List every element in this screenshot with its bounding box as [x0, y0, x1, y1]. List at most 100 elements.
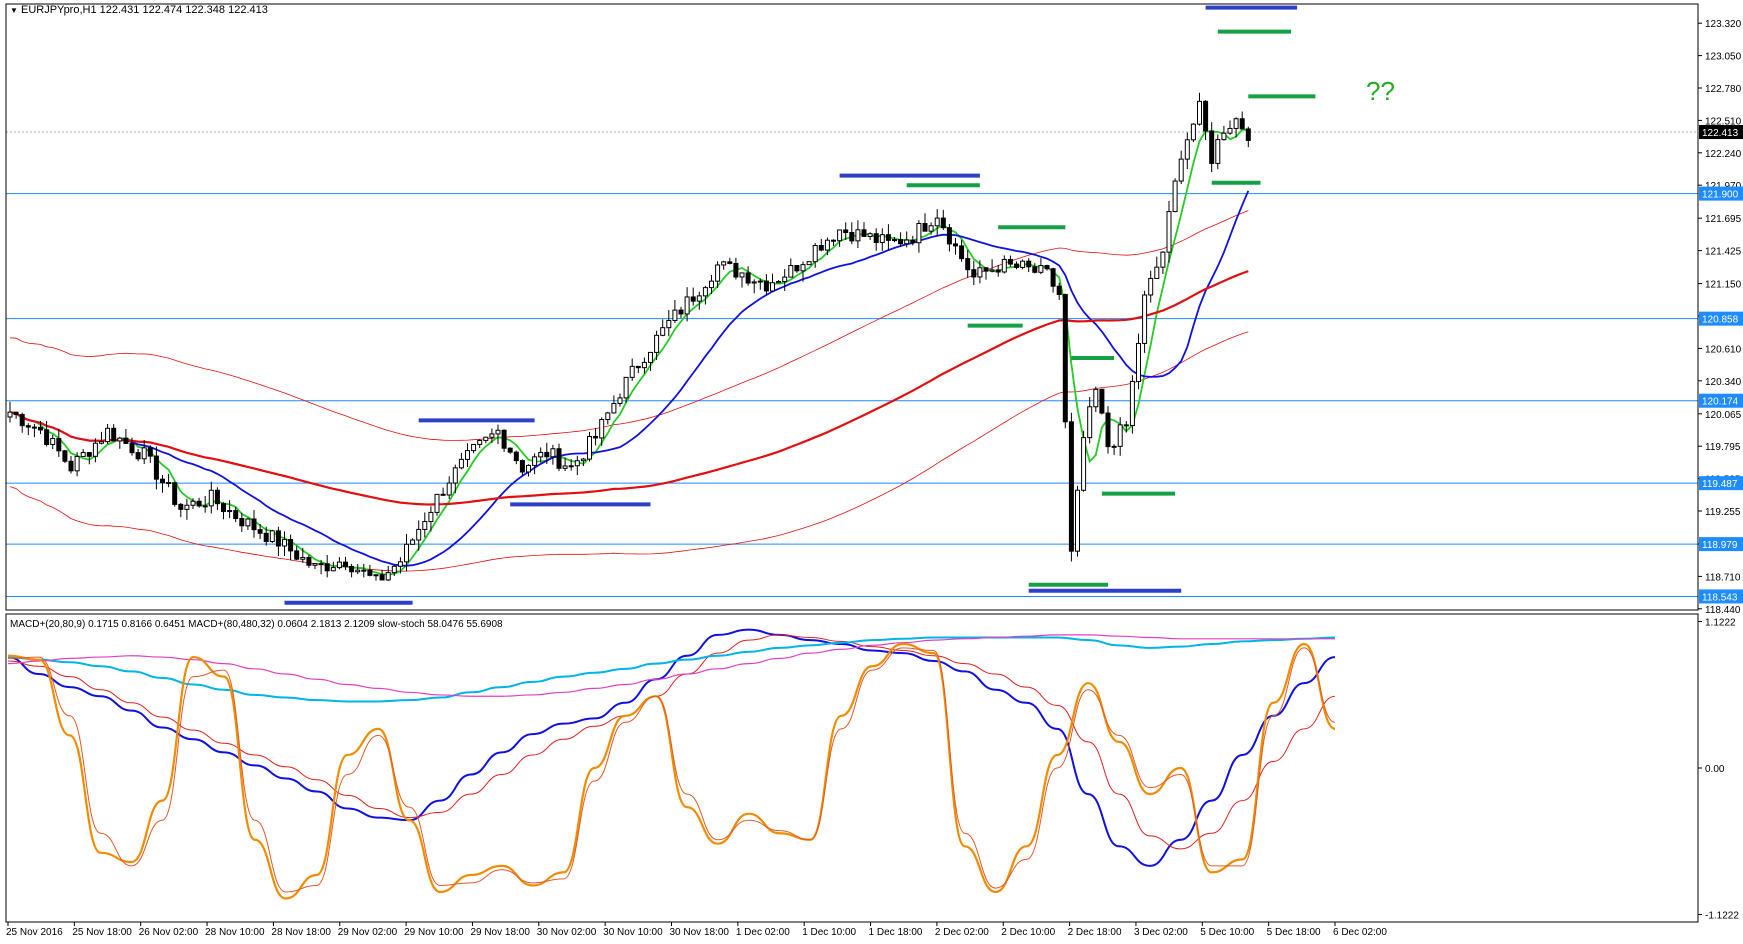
candle	[404, 533, 409, 572]
candle	[153, 446, 159, 490]
question-annotation: ??	[1366, 76, 1395, 106]
candle	[111, 424, 117, 442]
candle	[989, 259, 995, 273]
candle	[953, 237, 958, 255]
candle-body	[526, 464, 531, 473]
candle	[379, 569, 385, 581]
candle	[1032, 263, 1038, 274]
candle-body	[715, 264, 721, 282]
candle-body	[214, 489, 220, 505]
marked-levels	[284, 5, 1316, 605]
candle-body	[397, 561, 403, 567]
candle-body	[391, 565, 397, 574]
candle-body	[1081, 437, 1087, 491]
candle	[599, 417, 605, 446]
current-price-label: 122.413	[1702, 128, 1739, 139]
candle-body	[727, 261, 733, 264]
candle	[263, 526, 269, 546]
candle-body	[568, 465, 574, 468]
candle-body	[519, 460, 525, 473]
candle-body	[367, 569, 373, 576]
candle-body	[959, 245, 965, 260]
candle	[495, 424, 501, 445]
candle-body	[92, 442, 98, 457]
candle-body	[111, 427, 117, 442]
candle-body	[660, 327, 666, 336]
candle	[385, 565, 391, 582]
indicator-line	[7, 628, 1336, 867]
time-label: 1 Dec 02:00	[736, 927, 790, 938]
indicator-lines	[7, 628, 1336, 900]
candle-body	[757, 280, 763, 283]
candle-body	[635, 365, 641, 369]
candle	[1172, 178, 1178, 213]
candle	[715, 261, 721, 288]
candle-body	[562, 465, 568, 469]
candle	[635, 365, 641, 374]
candle-body	[440, 493, 446, 496]
price-tick-label: 120.065	[1705, 410, 1742, 421]
candle-body	[550, 448, 556, 458]
candle	[361, 563, 367, 578]
candle-body	[696, 295, 702, 302]
candle-body	[245, 518, 251, 527]
candle-body	[977, 267, 983, 278]
candle	[465, 443, 470, 468]
candle-body	[343, 561, 348, 567]
candle-body	[538, 451, 544, 458]
candle	[757, 278, 763, 290]
candle	[824, 237, 830, 256]
candle-body	[275, 530, 281, 547]
candle-body	[300, 556, 306, 560]
candle-body	[1020, 260, 1026, 268]
upper-envelope	[9, 210, 1249, 441]
candle-body	[434, 493, 440, 513]
candle	[422, 512, 428, 538]
candle	[946, 223, 952, 252]
candle-body	[684, 296, 690, 315]
ma-line	[9, 128, 1249, 576]
candle-body	[867, 233, 873, 237]
candle-body	[404, 543, 409, 563]
candle	[934, 209, 940, 237]
candle	[1111, 444, 1117, 456]
candle	[892, 237, 897, 243]
candle	[617, 393, 623, 407]
candle	[74, 452, 80, 477]
candle	[86, 451, 92, 465]
candle-body	[1050, 268, 1056, 287]
candle	[123, 428, 129, 444]
candle	[434, 493, 440, 516]
candle	[702, 285, 708, 305]
candle	[971, 260, 977, 285]
candle	[672, 300, 678, 323]
candle	[879, 228, 885, 251]
candle-body	[1160, 251, 1166, 268]
candle-body	[19, 414, 25, 427]
candle-body	[141, 447, 147, 460]
candle-body	[837, 229, 843, 242]
candle	[776, 280, 782, 284]
candle-body	[373, 574, 379, 577]
candle-body	[654, 334, 660, 353]
candle	[416, 520, 422, 551]
candle	[355, 564, 361, 575]
moving-averages	[9, 128, 1250, 576]
candle	[1148, 270, 1154, 303]
candle	[13, 411, 19, 419]
candle	[507, 447, 513, 454]
candle	[1154, 256, 1160, 279]
candle-body	[458, 458, 464, 469]
price-tick-label: 123.320	[1705, 19, 1742, 30]
candle	[1160, 251, 1166, 275]
collapse-arrow-icon[interactable]: ▼	[10, 6, 18, 15]
candle-body	[1166, 211, 1172, 253]
candle-body	[702, 287, 708, 297]
candle-body	[80, 452, 86, 457]
candle	[190, 498, 196, 510]
candle	[477, 439, 483, 448]
candle	[92, 438, 98, 463]
price-tick-label: 118.710	[1705, 572, 1741, 583]
